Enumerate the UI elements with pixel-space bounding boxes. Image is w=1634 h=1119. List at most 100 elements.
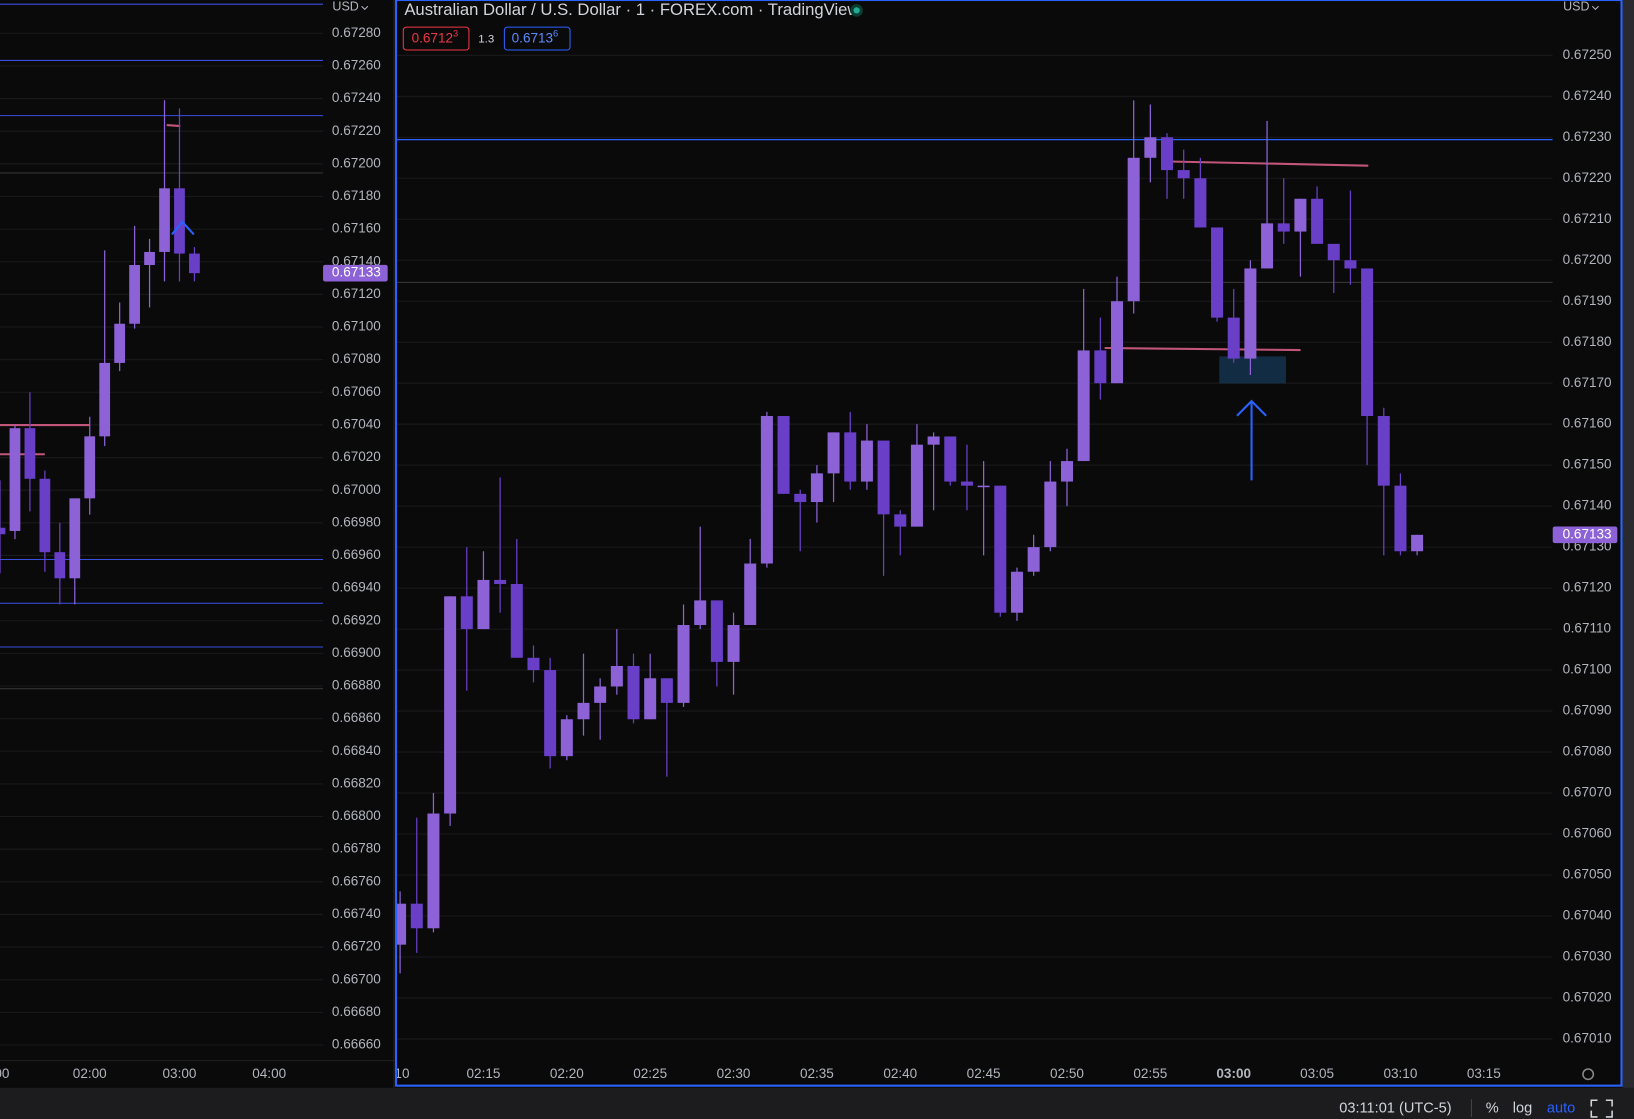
- candle-body: [694, 600, 707, 625]
- log-toggle[interactable]: log: [1513, 1100, 1532, 1116]
- y-tick-label: 0.66740: [332, 906, 381, 921]
- y-tick-label: 0.67200: [332, 155, 381, 170]
- currency-label[interactable]: USD: [332, 0, 358, 14]
- y-tick-label: 0.66700: [332, 971, 381, 986]
- y-tick-label: 0.66880: [332, 678, 381, 693]
- settings-icon[interactable]: [1582, 1068, 1595, 1081]
- right-axis: 0.67010 0.67020 0.67030 0.67040 0.67050 0.670…: [1552, 0, 1618, 1046]
- candle-body: [677, 624, 690, 703]
- y-tick-label: 0.67120: [1563, 580, 1612, 595]
- pink-line: [166, 123, 181, 128]
- pink-line: [1104, 346, 1301, 352]
- candle-body: [1411, 534, 1424, 552]
- auto-toggle[interactable]: auto: [1547, 1100, 1575, 1116]
- y-tick-label: 0.67020: [332, 449, 381, 464]
- candle-body: [710, 600, 723, 662]
- candle-body: [159, 188, 170, 252]
- x-tick-label: 02:35: [800, 1066, 834, 1081]
- candle-body: [877, 440, 890, 515]
- percent-toggle[interactable]: %: [1486, 1100, 1499, 1116]
- left-axis: 0.66660 0.66680 0.66700 0.66720 0.66740 0.667…: [323, 0, 388, 1052]
- y-tick-label: 0.66920: [332, 612, 381, 627]
- x-tick-label: 02:45: [967, 1066, 1001, 1081]
- currency-caret: [1591, 5, 1599, 11]
- candle-body: [777, 415, 790, 494]
- y-tick-label: 0.67000: [332, 482, 381, 497]
- candle-body: [397, 903, 407, 945]
- y-tick-label: 0.66800: [332, 808, 381, 823]
- x-tick-label: 02:40: [883, 1066, 917, 1081]
- candle-body: [460, 596, 473, 630]
- left-price-axis: [323, 0, 394, 1088]
- candle-body: [477, 579, 490, 630]
- status-bar: [0, 1087, 1634, 1119]
- candle-body: [39, 478, 51, 553]
- x-tick-label: 03:00: [1216, 1066, 1251, 1081]
- y-tick-label: 0.67110: [1563, 621, 1611, 636]
- candle-body: [827, 432, 840, 474]
- y-tick-label: 0.67100: [1563, 662, 1612, 677]
- candle-body: [510, 584, 523, 658]
- bid-box[interactable]: [402, 26, 470, 51]
- bid-price: 0.6712: [412, 30, 453, 45]
- last-price-label: 0.67133: [332, 265, 381, 280]
- y-tick-label: 0.67050: [1563, 867, 1612, 882]
- candle-body: [627, 665, 640, 720]
- y-tick-label: 0.67240: [1563, 88, 1612, 103]
- candle-body: [1044, 481, 1057, 548]
- currency-label[interactable]: USD: [1563, 0, 1589, 14]
- candle-body: [1194, 178, 1207, 228]
- y-tick-label: 0.66900: [332, 645, 381, 660]
- candle-body: [0, 527, 6, 535]
- spread: 1.3: [478, 34, 494, 46]
- candle-body: [727, 624, 740, 662]
- y-tick-label: 0.66820: [332, 775, 381, 790]
- left-candles: [0, 100, 200, 605]
- candle-body: [1394, 485, 1407, 552]
- y-tick-label: 0.67020: [1563, 990, 1612, 1005]
- candle-body: [560, 719, 573, 757]
- candle-body: [1211, 227, 1224, 318]
- candle-body: [744, 563, 757, 625]
- ask: 0.67136: [512, 29, 559, 45]
- candle-body: [9, 428, 21, 531]
- y-tick-label: 0.66940: [332, 580, 381, 595]
- candle-body: [1010, 571, 1023, 613]
- y-tick-label: 0.67200: [1563, 252, 1612, 267]
- ask-box[interactable]: [503, 26, 571, 51]
- candle-body: [894, 514, 907, 527]
- y-tick-label: 0.67140: [1563, 498, 1612, 513]
- right-grid: [397, 54, 1553, 1040]
- candle-body: [527, 657, 540, 671]
- currency-caret: [361, 5, 369, 11]
- candle-body: [844, 432, 857, 482]
- y-tick-label: 0.67220: [1563, 170, 1612, 185]
- y-tick-label: 0.67220: [332, 123, 381, 138]
- y-tick-label: 0.66680: [332, 1004, 381, 1019]
- bid-pipette: 3: [453, 29, 458, 39]
- ask-price: 0.6713: [512, 30, 553, 45]
- right-time-axis: :10 02:15 02:20 02:25 02:30 02:35 02:40 02:45 02…: [397, 1066, 1501, 1081]
- candle-body: [1294, 198, 1307, 232]
- candle-body: [577, 702, 590, 720]
- candle-body: [1077, 350, 1090, 462]
- x-tick-label: 03:05: [1300, 1066, 1334, 1081]
- candle-body: [444, 596, 457, 814]
- x-tick-label: 02:50: [1050, 1066, 1084, 1081]
- active-pane-border: [394, 0, 1623, 1087]
- y-tick-label: 0.66840: [332, 743, 381, 758]
- fullscreen-icon[interactable]: [1590, 1099, 1613, 1118]
- x-tick-label: 03:15: [1467, 1066, 1501, 1081]
- candle-body: [944, 436, 957, 482]
- candle-body: [610, 665, 623, 687]
- x-tick-label: 02:20: [550, 1066, 584, 1081]
- candle-body: [1111, 301, 1124, 384]
- y-tick-label: 0.67140: [332, 253, 381, 268]
- bid: 0.67123: [412, 29, 459, 45]
- candle-body: [24, 428, 36, 479]
- y-tick-label: 0.67240: [332, 90, 381, 105]
- left-time-axis: :00 02:00 03:00 04:00: [0, 1066, 286, 1081]
- candle-body: [129, 265, 140, 324]
- y-tick-label: 0.66760: [332, 873, 381, 888]
